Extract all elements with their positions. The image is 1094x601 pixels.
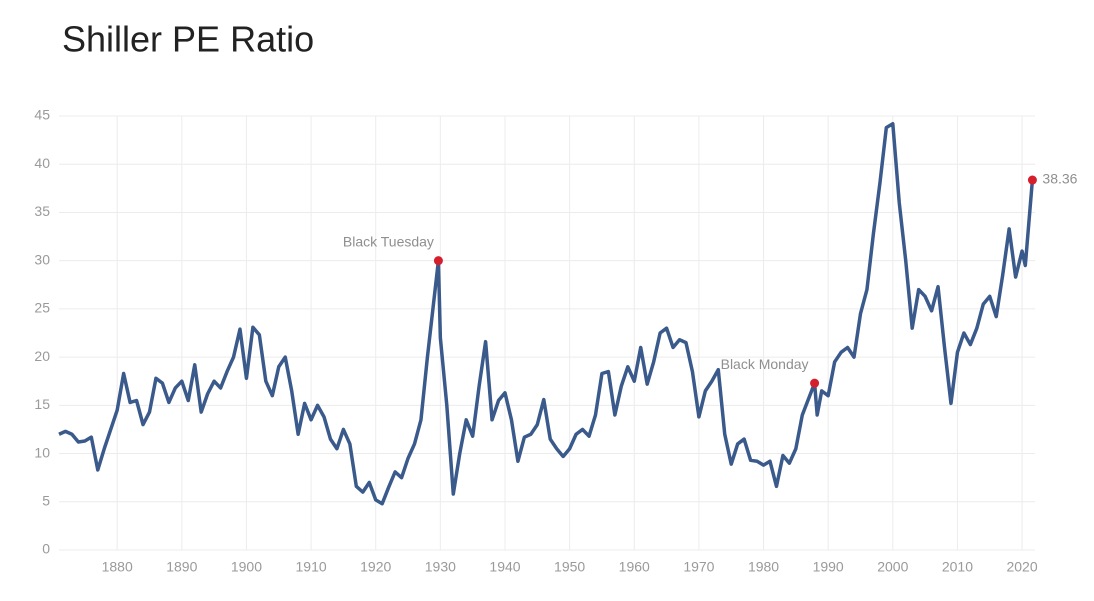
x-tick-label: 1900 (231, 559, 262, 575)
y-tick-label: 40 (34, 155, 50, 171)
x-tick-label: 1920 (360, 559, 391, 575)
x-tick-label: 1990 (813, 559, 844, 575)
y-tick-label: 25 (34, 300, 50, 316)
annotation-marker (810, 378, 820, 388)
y-tick-label: 35 (34, 203, 50, 219)
line-series (58, 121, 1035, 506)
annotation-marker (433, 256, 443, 266)
annotation-label: Black Tuesday (343, 233, 434, 249)
y-tick-label: 0 (42, 541, 50, 557)
x-tick-label: 1930 (425, 559, 456, 575)
y-tick-label: 30 (34, 251, 50, 267)
annotation-label: Black Monday (721, 356, 809, 372)
x-tick-label: 1940 (489, 559, 520, 575)
annotation-marker (1027, 175, 1037, 185)
y-tick-label: 15 (34, 396, 50, 412)
x-tick-label: 2020 (1006, 559, 1037, 575)
chart-title: Shiller PE Ratio (62, 19, 314, 60)
x-tick-label: 1970 (683, 559, 714, 575)
y-tick-label: 10 (34, 444, 50, 460)
x-tick-label: 1880 (102, 559, 133, 575)
x-tick-label: 1960 (619, 559, 650, 575)
x-tick-label: 2000 (877, 559, 908, 575)
annotation-label: 38.36 (1042, 171, 1077, 187)
x-tick-label: 1950 (554, 559, 585, 575)
y-tick-label: 5 (42, 492, 50, 508)
x-tick-label: 1910 (296, 559, 327, 575)
x-tick-label: 1890 (166, 559, 197, 575)
y-tick-label: 20 (34, 348, 50, 364)
x-tick-label: 1980 (748, 559, 779, 575)
x-tick-label: 2010 (942, 559, 973, 575)
y-tick-label: 45 (34, 107, 50, 123)
